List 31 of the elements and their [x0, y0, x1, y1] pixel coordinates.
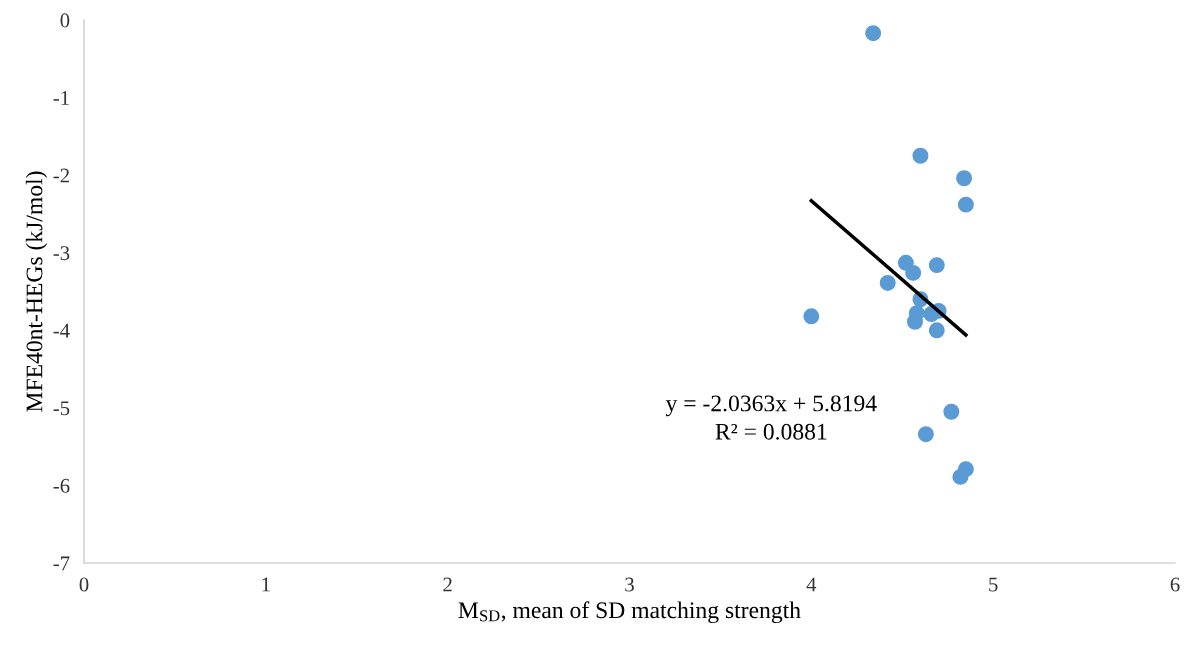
y-tick-label: -3	[53, 246, 70, 261]
x-tick-label: 0	[79, 577, 89, 592]
y-tick-label: -1	[53, 91, 69, 105]
y-axis-title: MFE40nt-HEGs (kJ/mol)	[25, 171, 48, 412]
point	[879, 274, 896, 291]
x-tick-label: 3	[625, 577, 634, 592]
y-tick-label: -2	[53, 168, 69, 183]
y-tick-label: 0	[60, 13, 70, 28]
annotation: y = -2.0363x + 5.8194	[665, 395, 877, 417]
point	[803, 308, 820, 325]
x-tick-label: 5	[989, 577, 998, 592]
point	[905, 264, 922, 281]
point	[928, 322, 945, 339]
x-tick-label: 4	[806, 577, 817, 592]
point	[952, 468, 969, 485]
x-axis-title: M$_{SD}$, mean of SD matching strength	[458, 601, 801, 624]
x-tick-label: 2	[443, 577, 452, 592]
annotation: R² = 0.0881	[715, 423, 827, 440]
x-tick-label: 6	[1170, 577, 1180, 592]
x-tick-label: 1	[262, 577, 270, 592]
y-tick-label: -7	[53, 556, 70, 571]
point	[943, 403, 960, 420]
y-tick-label: -4	[53, 323, 70, 338]
point	[912, 147, 929, 164]
y-tick-label: -5	[53, 401, 70, 416]
point	[928, 257, 945, 274]
point	[917, 426, 934, 443]
point	[956, 170, 973, 187]
point	[865, 25, 882, 42]
point	[957, 196, 974, 213]
y-tick-label: -6	[53, 478, 70, 493]
